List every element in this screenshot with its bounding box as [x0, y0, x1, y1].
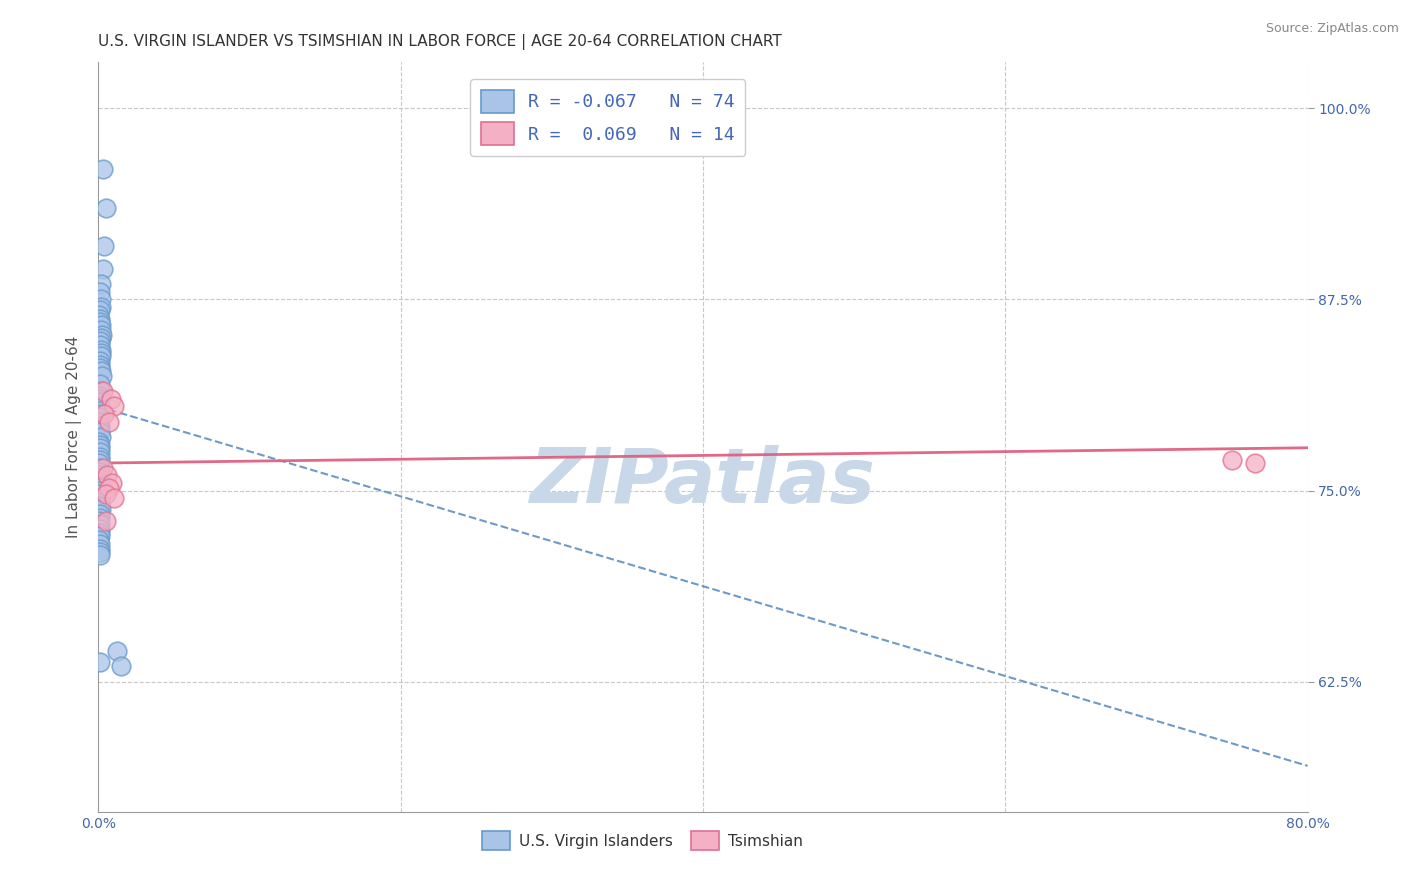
Point: [89, 425, 111, 440]
Text: U.S. VIRGIN ISLANDER VS TSIMSHIAN IN LABOR FORCE | AGE 20-64 CORRELATION CHART: U.S. VIRGIN ISLANDER VS TSIMSHIAN IN LAB…: [98, 34, 782, 50]
Point: [93, 407, 115, 421]
Point: [1220, 453, 1243, 467]
Point: [89, 338, 111, 352]
Point: [89, 353, 111, 368]
Point: [89, 450, 111, 464]
Point: [89, 541, 111, 556]
Point: [89, 395, 111, 409]
Point: [89, 491, 111, 506]
Point: [91, 327, 114, 342]
Point: [89, 496, 111, 510]
Point: [90, 346, 112, 360]
Point: [89, 438, 111, 452]
Point: [89, 468, 111, 483]
Point: [89, 526, 111, 541]
Y-axis label: In Labor Force | Age 20-64: In Labor Force | Age 20-64: [66, 336, 83, 538]
Point: [89, 486, 111, 500]
Point: [89, 445, 111, 459]
Point: [103, 400, 125, 414]
Point: [89, 392, 111, 406]
Point: [89, 511, 111, 525]
Point: [90, 368, 112, 383]
Point: [89, 517, 111, 532]
Point: [89, 548, 111, 562]
Point: [94, 486, 117, 500]
Point: [94, 201, 117, 215]
Point: [89, 422, 111, 436]
Point: [89, 376, 111, 391]
Point: [89, 471, 111, 485]
Point: [89, 522, 111, 536]
Point: [90, 343, 112, 357]
Point: [89, 533, 111, 547]
Point: [89, 456, 111, 470]
Text: Source: ZipAtlas.com: Source: ZipAtlas.com: [1265, 22, 1399, 36]
Point: [110, 659, 132, 673]
Point: [91, 460, 114, 475]
Point: [89, 303, 111, 318]
Point: [96, 468, 118, 483]
Point: [91, 384, 114, 399]
Point: [89, 315, 111, 329]
Point: [89, 407, 111, 421]
Text: ZIPatlas: ZIPatlas: [530, 445, 876, 519]
Point: [91, 261, 114, 276]
Point: [89, 361, 111, 376]
Point: [89, 389, 111, 403]
Point: [90, 430, 112, 444]
Point: [89, 514, 111, 528]
Point: [89, 415, 111, 429]
Point: [89, 308, 111, 322]
Point: [105, 644, 128, 658]
Point: [90, 502, 112, 516]
Point: [89, 400, 111, 414]
Legend: U.S. Virgin Islanders, Tsimshian: U.S. Virgin Islanders, Tsimshian: [477, 825, 808, 856]
Point: [89, 499, 111, 513]
Point: [90, 384, 112, 399]
Point: [89, 475, 111, 490]
Point: [90, 349, 112, 363]
Point: [89, 529, 111, 543]
Point: [103, 491, 125, 506]
Point: [91, 162, 114, 177]
Point: [89, 465, 111, 479]
Point: [90, 293, 112, 307]
Point: [1243, 456, 1265, 470]
Point: [98, 415, 121, 429]
Point: [89, 404, 111, 418]
Point: [90, 300, 112, 314]
Point: [90, 331, 112, 345]
Point: [93, 239, 115, 253]
Point: [89, 419, 111, 434]
Point: [98, 481, 121, 495]
Point: [101, 475, 124, 490]
Point: [89, 410, 111, 425]
Point: [89, 655, 111, 669]
Point: [89, 460, 111, 475]
Point: [89, 545, 111, 559]
Point: [89, 441, 111, 455]
Point: [89, 507, 111, 521]
Point: [90, 364, 112, 378]
Point: [90, 277, 112, 292]
Point: [89, 537, 111, 551]
Point: [89, 285, 111, 299]
Point: [90, 318, 112, 333]
Point: [89, 434, 111, 449]
Point: [89, 358, 111, 372]
Point: [89, 312, 111, 326]
Point: [89, 481, 111, 495]
Point: [90, 323, 112, 337]
Point: [89, 483, 111, 498]
Point: [89, 453, 111, 467]
Point: [89, 334, 111, 348]
Point: [100, 392, 122, 406]
Point: [94, 514, 117, 528]
